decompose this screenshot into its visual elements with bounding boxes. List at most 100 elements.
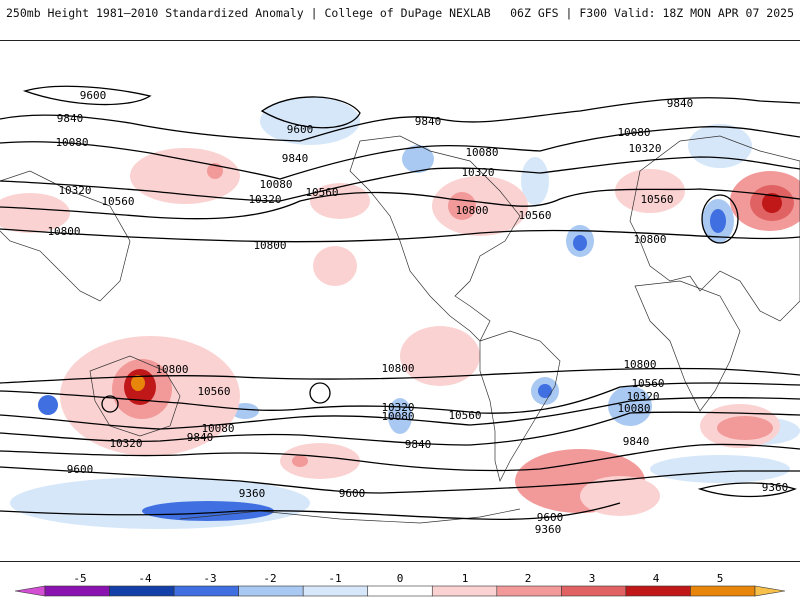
contour-label: 9840: [282, 152, 309, 165]
contour-label: 9840: [57, 112, 84, 125]
contour-label: 10560: [448, 409, 481, 422]
height-contours: [0, 85, 800, 520]
contour-label: 10320: [461, 166, 494, 179]
colorbar-tick: -1: [328, 572, 341, 585]
colorbar-segment: [431, 585, 498, 597]
contour-label: 10080: [381, 410, 414, 423]
anomaly-colorbar: -5 -4 -3 -2 -1 0 1 2 3 4 5: [14, 572, 786, 597]
contour-label: 10080: [201, 422, 234, 435]
positive-anomaly: [130, 148, 240, 204]
contour-9600-south: [0, 466, 800, 494]
colorbar-tick: 4: [653, 572, 660, 585]
contour-label: 10320: [248, 193, 281, 206]
negative-anomaly: [38, 395, 58, 415]
australia-coast: [89, 355, 181, 437]
contour-label: 10320: [628, 142, 661, 155]
title-bar: 250mb Height 1981–2010 Standardized Anom…: [0, 0, 800, 24]
contour-label: 9840: [187, 431, 214, 444]
contour-label: 10800: [381, 362, 414, 375]
south-america-coast: [479, 330, 561, 483]
positive-anomaly: [717, 416, 773, 440]
map-title: 250mb Height 1981–2010 Standardized Anom…: [6, 6, 491, 20]
contour-label: 10800: [155, 363, 188, 376]
colorbar-segment: [367, 585, 433, 597]
contour-label: 10560: [197, 385, 230, 398]
positive-anomaly: [207, 163, 223, 179]
contour-9840-south: [0, 443, 800, 472]
negative-anomaly: [650, 455, 790, 483]
colorbar-segment: [496, 585, 562, 597]
negative-anomaly: [608, 386, 652, 426]
contour-label: 9840: [405, 438, 432, 451]
contour-9360-south: [697, 482, 797, 498]
contour-label: 10320: [626, 390, 659, 403]
negative-anomaly: [538, 384, 552, 398]
contour-label: 10080: [259, 178, 292, 191]
colorbar-segment: [561, 585, 627, 597]
colorbar-segment: [625, 585, 691, 597]
negative-anomaly: [402, 145, 434, 173]
negative-anomaly: [688, 124, 752, 168]
colorbar-tick: 1: [462, 572, 469, 585]
contour-label: 10560: [305, 186, 338, 199]
contour-9600-north: [260, 96, 361, 129]
colorbar-segment: [302, 585, 369, 597]
model-valid-time: 06Z GFS | F300 Valid: 18Z MON APR 07 202…: [510, 6, 794, 20]
contour-label: 9840: [667, 97, 694, 110]
contour-label: 10320: [109, 437, 142, 450]
contour-10320-north: [0, 156, 800, 202]
contour-label: 10800: [633, 233, 666, 246]
colorbar-tick-labels: -5 -4 -3 -2 -1 0 1 2 3 4 5: [73, 572, 723, 585]
contour-label: 9600: [339, 487, 366, 500]
negative-anomaly: [142, 501, 274, 521]
anomaly-shading: [0, 97, 800, 529]
positive-anomaly: [131, 375, 145, 391]
colorbar-segment: [238, 585, 304, 597]
colorbar-segment: [109, 585, 175, 597]
contour-10560-south: [0, 382, 800, 414]
contour-9360-south: [0, 502, 621, 520]
antarctica-coast: [179, 508, 521, 524]
negative-anomaly: [710, 209, 726, 233]
contour-10080-south: [0, 411, 800, 446]
contour-label: 10080: [55, 136, 88, 149]
positive-anomaly: [580, 476, 660, 516]
contour-labels: 9600 9840 10080 10320 10560 10800 9600 9…: [47, 89, 788, 536]
colorbar-tick: -4: [138, 572, 152, 585]
contour-label: 9600: [537, 511, 564, 524]
coastlines: [0, 135, 800, 524]
colorbar-tick: 3: [589, 572, 596, 585]
colorbar-segment: [44, 585, 110, 597]
contour-label: 9360: [535, 523, 562, 536]
contour-label: 9840: [623, 435, 650, 448]
contour-label: 10560: [640, 193, 673, 206]
closed-contour: [309, 382, 331, 404]
closed-contour: [101, 395, 119, 413]
contour-label: 9600: [80, 89, 107, 102]
contour-label: 10080: [617, 126, 650, 139]
colorbar-tick: -5: [73, 572, 86, 585]
africa-coast: [634, 280, 741, 412]
contour-label: 10560: [101, 195, 134, 208]
negative-anomaly: [521, 157, 549, 205]
colorbar-tick: 2: [525, 572, 532, 585]
contour-9840-north: [0, 97, 800, 142]
north-america-coast: [349, 135, 521, 342]
colorbar-segments: [14, 585, 786, 597]
positive-anomaly: [310, 183, 370, 219]
contour-label: 10800: [455, 204, 488, 217]
colorbar-tick: 0: [397, 572, 404, 585]
contour-10560-north: [0, 188, 800, 220]
negative-anomaly: [10, 477, 310, 529]
asia-west-coast: [0, 170, 131, 302]
contour-label: 9600: [67, 463, 94, 476]
contour-10800-north: [0, 228, 800, 243]
contour-label: 10800: [47, 225, 80, 238]
colorbar-end-cap: [754, 585, 786, 597]
colorbar-tick: -2: [263, 572, 276, 585]
contour-label: 9600: [287, 123, 314, 136]
positive-anomaly: [280, 443, 360, 479]
closed-contour: [701, 194, 739, 244]
contour-label: 10080: [617, 402, 650, 415]
contour-label: 9360: [762, 481, 789, 494]
